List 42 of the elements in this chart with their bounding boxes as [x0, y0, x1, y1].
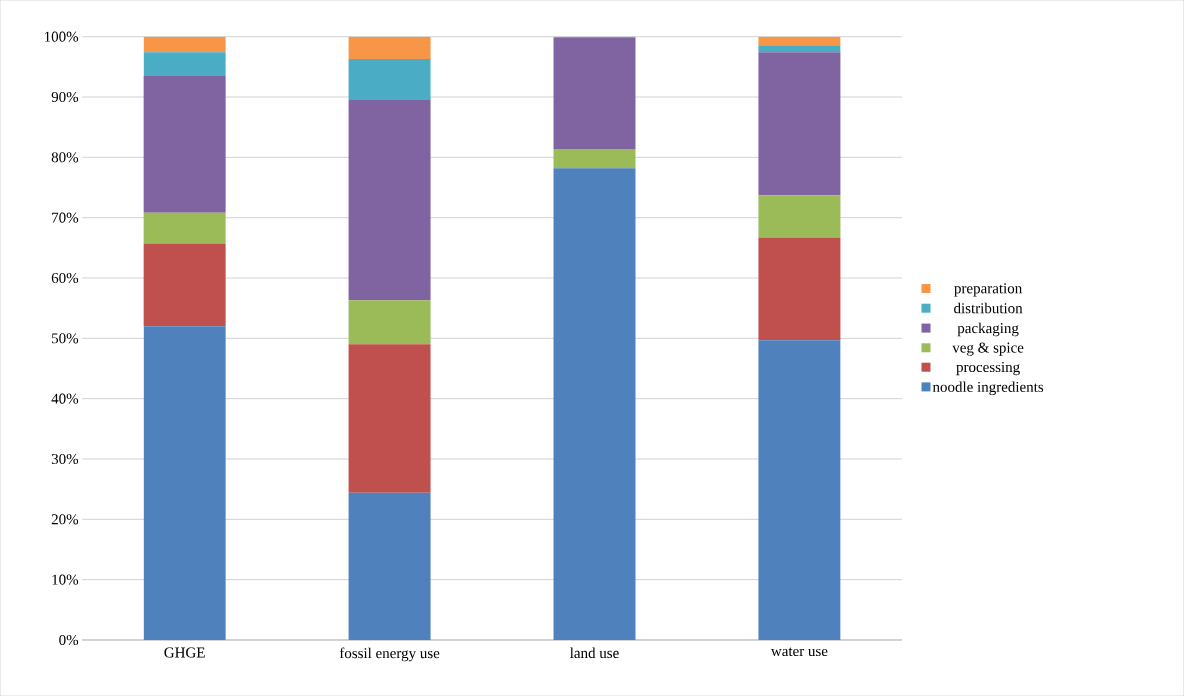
bar — [758, 340, 841, 640]
bar — [553, 168, 636, 640]
legend-label: veg & spice — [952, 342, 1024, 356]
legend-label: noodle ingredients — [932, 381, 1044, 395]
bar — [143, 212, 226, 244]
bar — [553, 148, 636, 169]
y-tick-label: 70% — [52, 212, 79, 223]
bar — [143, 36, 226, 53]
bar — [758, 45, 841, 53]
bar — [758, 195, 841, 238]
bar — [143, 52, 226, 76]
legend-label: distribution — [954, 302, 1023, 314]
y-tick-label: 10% — [52, 574, 79, 585]
y-tick-label: 40% — [51, 393, 79, 404]
x-tick-label: land use — [570, 647, 619, 658]
bar — [348, 344, 431, 493]
bar — [143, 243, 226, 327]
y-tick-label: 80% — [51, 152, 79, 163]
y-tick-label: 0% — [59, 634, 79, 645]
bar — [348, 36, 431, 59]
y-tick-label: 90% — [51, 91, 79, 103]
bar — [553, 37, 636, 149]
bar — [348, 492, 431, 640]
bar — [758, 52, 841, 196]
y-tick-label: 30% — [51, 453, 79, 464]
bar — [143, 75, 226, 213]
y-tick-label: 20% — [51, 514, 79, 525]
bar — [348, 58, 431, 100]
x-tick-label: fossil energy use — [339, 647, 440, 662]
bar — [348, 99, 431, 301]
legend-label: processing — [956, 361, 1020, 376]
y-tick-label: 100% — [44, 31, 79, 42]
y-tick-label: 60% — [51, 272, 79, 284]
legend-label: packaging — [957, 322, 1019, 337]
legend-label: preparation — [954, 283, 1023, 297]
y-tick-label: 50% — [52, 333, 79, 344]
bar — [758, 237, 841, 341]
bar — [758, 36, 841, 46]
bar — [143, 326, 226, 640]
x-tick-label: water use — [770, 647, 828, 657]
x-tick-label: GHGE — [164, 647, 205, 658]
bar — [348, 300, 431, 345]
